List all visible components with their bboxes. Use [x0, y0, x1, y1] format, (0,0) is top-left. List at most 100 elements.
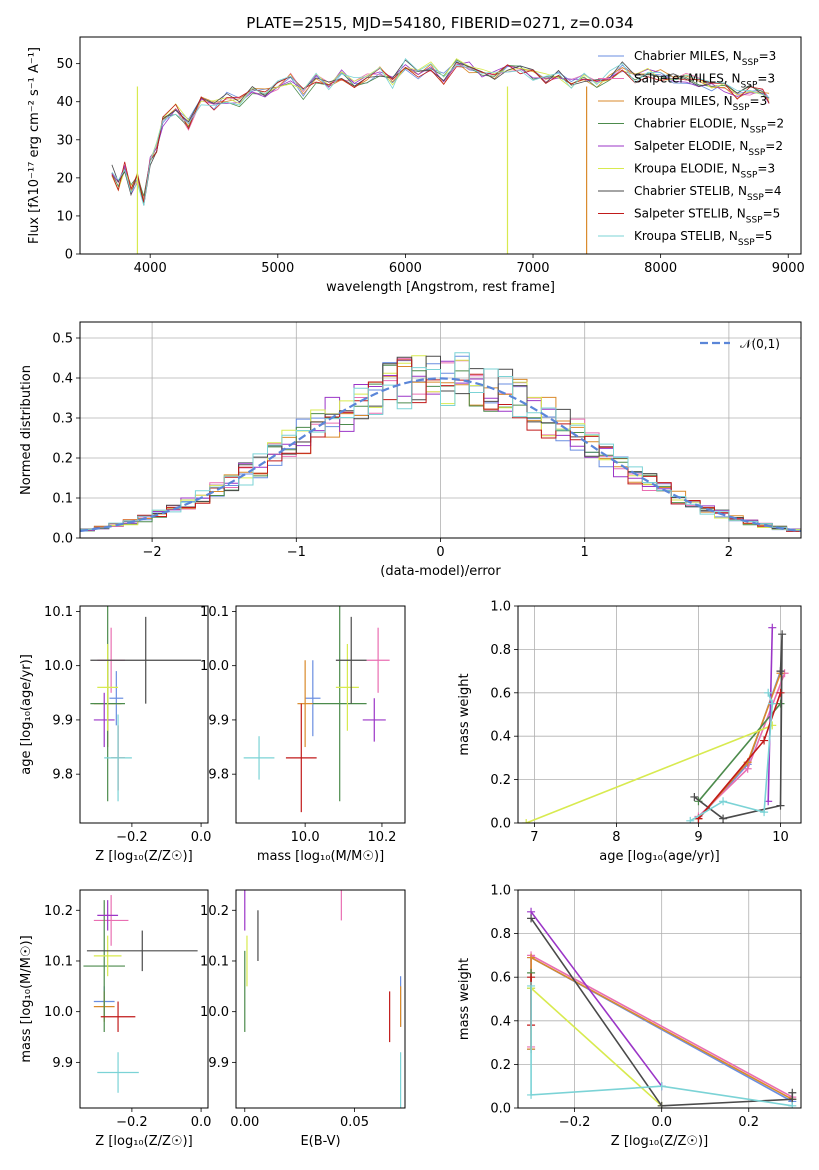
- normal-reference-curve: [80, 377, 801, 533]
- series-marker: [719, 797, 728, 806]
- plot-area: [243, 606, 390, 813]
- y-tick-label: 0.1: [52, 492, 73, 507]
- x-axis-label: (data-model)/error: [380, 564, 501, 579]
- residual-histogram-panel: −2 −1 0 1 2 0.0 0.1 0.2 0.3 0.4 0.5 (data-model)/er…: [19, 321, 802, 579]
- y-tick-label: 30: [56, 133, 73, 148]
- y-tick-label: 10.0: [44, 659, 73, 674]
- legend-entry: 𝒩(0,1): [740, 337, 780, 351]
- axes-frame: [79, 321, 802, 539]
- y-tick-label: 9.9: [52, 1056, 73, 1071]
- x-axis-label: wavelength [Angstrom, rest frame]: [326, 280, 555, 295]
- plot-area: [527, 907, 797, 1108]
- series-marker: [719, 814, 728, 823]
- series-line: [525, 724, 773, 823]
- y-tick-label: 0.2: [52, 452, 73, 467]
- series-marker: [776, 688, 785, 697]
- series-marker: [522, 819, 531, 823]
- age-vs-Z-panel: −0.2 0.0 9.8 9.9 10.0 10.1 Z [log₁₀(Z/Z☉)] age …: [19, 605, 211, 864]
- x-tick-label: 10.0: [291, 830, 320, 845]
- mass-weight-vs-Z-panel: −0.2 0.0 0.2 0.0 0.2 0.4 0.6 0.8 1.0 Z [log₁₀(Z/Z…: [457, 884, 802, 1149]
- x-tick-label: 0.0: [191, 830, 212, 845]
- y-tick-label: 0.2: [490, 773, 511, 788]
- x-tick-label: 2: [725, 545, 733, 560]
- legend-entry: Salpeter STELIB, NSSP=5: [634, 207, 780, 226]
- y-tick-label: 10.0: [44, 1005, 73, 1020]
- y-tick-label: 9.9: [52, 713, 73, 728]
- y-tick-label: 9.8: [208, 768, 229, 783]
- x-tick-label: −0.2: [116, 1115, 148, 1130]
- legend-entry: Salpeter MILES, NSSP=3: [634, 72, 775, 91]
- x-axis-label: Z [log₁₀(Z/Z☉)]: [611, 1134, 708, 1149]
- x-tick-label: 5000: [261, 261, 294, 276]
- y-tick-label: 1.0: [490, 884, 511, 899]
- y-tick-label: 10.1: [44, 954, 73, 969]
- y-tick-label: 10: [56, 209, 73, 224]
- series-line: [530, 985, 793, 1107]
- plot-area: [244, 890, 402, 1108]
- y-tick-label: 0.0: [490, 1102, 511, 1117]
- age-vs-mass-panel: 10.0 10.2 9.8 9.9 10.0 10.1 mass [log₁₀(M/M☉)]: [200, 605, 406, 864]
- x-axis-label: Z [log₁₀(Z/Z☉)]: [95, 849, 192, 864]
- axes-frame: [79, 36, 802, 255]
- axes-frame: [517, 605, 802, 824]
- x-tick-label: 8: [612, 830, 620, 845]
- y-tick-label: 10.1: [200, 954, 229, 969]
- series-marker: [657, 1082, 666, 1091]
- y-tick-label: 0.5: [52, 332, 73, 347]
- legend-entry: Chabrier STELIB, NSSP=4: [634, 184, 782, 203]
- y-tick-label: 10.1: [200, 605, 229, 620]
- y-tick-label: 0.4: [490, 730, 511, 745]
- plot-area: [522, 623, 789, 823]
- y-tick-label: 0.0: [490, 817, 511, 832]
- series-marker: [690, 792, 699, 801]
- y-axis-label: mass weight: [457, 673, 472, 755]
- x-tick-label: −1: [287, 545, 306, 560]
- y-axis-label: mass weight: [457, 958, 472, 1040]
- legend-entry: Chabrier MILES, NSSP=3: [634, 49, 776, 68]
- series-line: [697, 703, 782, 802]
- x-tick-label: 10: [772, 830, 789, 845]
- series-line: [689, 692, 774, 822]
- series-marker: [527, 981, 536, 990]
- legend-entry: Salpeter ELODIE, NSSP=2: [634, 139, 783, 158]
- plot-area: [83, 895, 198, 1093]
- spectrum-panel: 4000 5000 6000 7000 8000 9000 0 10 20 30 40 50 wavel…: [27, 36, 805, 295]
- y-tick-label: 10.0: [200, 659, 229, 674]
- y-tick-label: 10.2: [44, 904, 73, 919]
- x-tick-label: −0.2: [116, 830, 148, 845]
- series-marker: [527, 973, 536, 982]
- y-tick-label: 1.0: [490, 600, 511, 615]
- plot-area: [90, 606, 202, 802]
- legend-entry: Chabrier ELODIE, NSSP=2: [634, 117, 784, 136]
- series-marker: [778, 630, 787, 639]
- x-tick-label: 10.2: [367, 830, 396, 845]
- series-marker: [686, 816, 695, 823]
- x-tick-label: −0.2: [559, 1115, 591, 1130]
- x-tick-label: 6000: [389, 261, 422, 276]
- series-marker: [527, 953, 536, 962]
- mass-weight-vs-age-panel: 7 8 9 10 0.0 0.2 0.4 0.6 0.8 1.0 age [log₁₀(age/yr…: [457, 600, 802, 864]
- y-tick-label: 0.0: [52, 532, 73, 547]
- spectrum-series-line: [111, 64, 770, 203]
- x-tick-label: 7: [530, 830, 538, 845]
- series-marker: [527, 914, 536, 923]
- y-tick-label: 9.9: [208, 713, 229, 728]
- y-tick-label: 40: [56, 95, 73, 110]
- mass-vs-Z-panel: −0.2 0.0 9.9 10.0 10.1 10.2 Z [log₁₀(Z/Z☉)] mas…: [19, 889, 211, 1149]
- y-tick-label: 20: [56, 171, 73, 186]
- legend-entry: Kroupa ELODIE, NSSP=3: [634, 162, 775, 181]
- y-tick-label: 0.8: [490, 643, 511, 658]
- series-marker: [776, 699, 785, 708]
- x-tick-label: 0: [436, 545, 444, 560]
- x-axis-label: age [log₁₀(age/yr)]: [599, 849, 720, 864]
- legend-entry: Kroupa MILES, NSSP=3: [634, 94, 767, 113]
- series-marker: [788, 1088, 797, 1097]
- axes-frame: [235, 889, 406, 1109]
- series-marker: [764, 688, 773, 697]
- series-marker: [788, 1101, 797, 1108]
- legend: 𝒩(0,1): [700, 337, 780, 351]
- axes-frame: [235, 605, 406, 824]
- series-marker: [776, 801, 785, 810]
- x-tick-label: 0.2: [738, 1115, 759, 1130]
- y-tick-label: 10.2: [200, 904, 229, 919]
